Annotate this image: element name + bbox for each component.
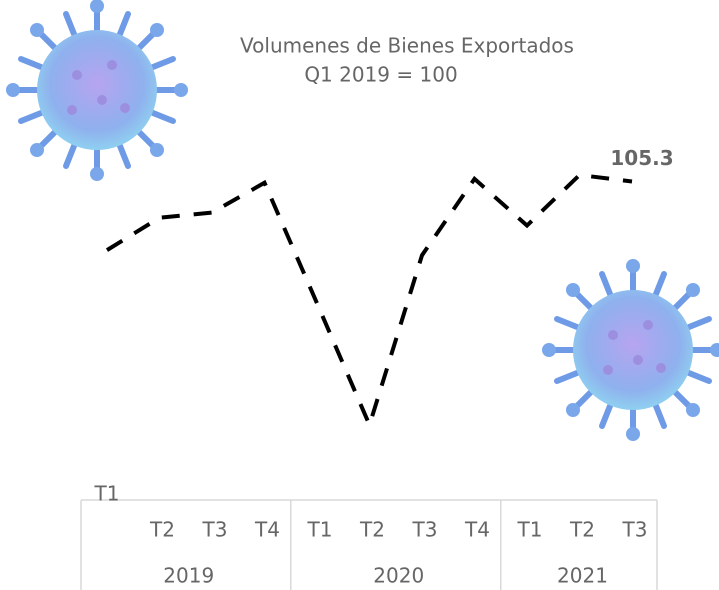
- x-group-label: 2019: [163, 564, 214, 588]
- x-tick-label: T3: [412, 518, 438, 542]
- x-tick-label: T2: [149, 518, 175, 542]
- virus-icon: [6, 0, 188, 181]
- virus-icon: [542, 259, 719, 441]
- x-group-label: 2021: [557, 564, 608, 588]
- x-tick-label: T2: [359, 518, 385, 542]
- chart-subtitle: Q1 2019 = 100: [304, 63, 457, 87]
- x-tick-label: T3: [202, 518, 228, 542]
- plot-area: 105.3: [105, 146, 674, 431]
- x-tick-label: T3: [622, 518, 648, 542]
- data-label: 105.3: [610, 146, 673, 170]
- x-tick-label: T4: [464, 518, 490, 542]
- x-tick-label: T1: [94, 482, 120, 506]
- chart-title: Volumenes de Bienes Exportados: [240, 34, 574, 58]
- x-tick-label: T1: [517, 518, 543, 542]
- x-tick-label: T4: [254, 518, 280, 542]
- data-line: [105, 172, 633, 431]
- x-tick-label: T2: [569, 518, 595, 542]
- x-axis: T1 T2 T3 T4 2019 T1 T2 T3 T4 2020 T1 T2 T3 2021: [80, 482, 658, 590]
- x-group-label: 2020: [373, 564, 424, 588]
- x-tick-label: T1: [307, 518, 333, 542]
